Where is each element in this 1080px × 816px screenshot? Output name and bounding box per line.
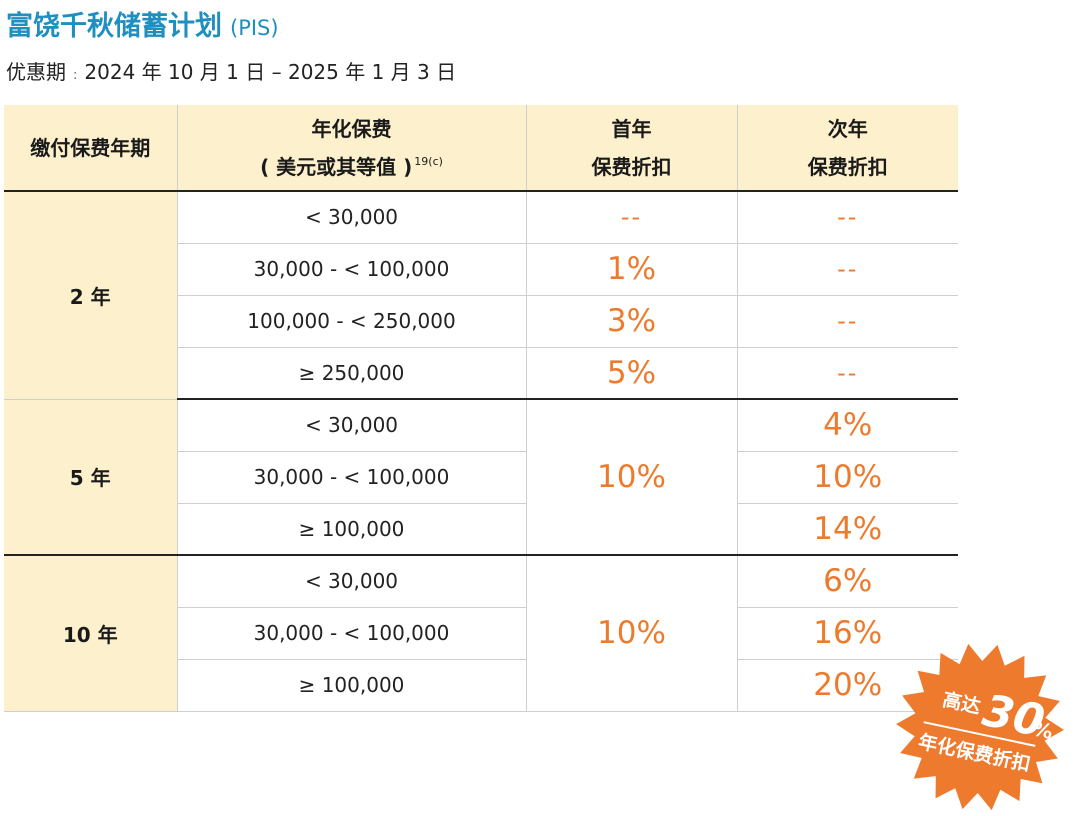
discount-table: 缴付保费年期 年化保费 ( 美元或其等值 ) 19(c) 首年 保费折扣 次年 保费折… [4,105,958,712]
first-year-discount: 5% [525,347,737,400]
term-cell: 10 年 [4,555,177,712]
table-row: 5 年 < 30,000 10% 4% [4,399,958,556]
period-label: 优惠期 [6,60,66,84]
premium-range: ≥ 100,000 [176,659,526,712]
first-year-discount: 3% [525,295,737,348]
table-row: 2 年 < 30,000 -- -- [4,191,958,400]
second-year-discount: -- [736,243,958,296]
first-year-discount: 10% [525,399,737,556]
premium-range: 100,000 - < 250,000 [176,295,526,348]
first-year-discount: 1% [525,243,737,296]
premium-range: 30,000 - < 100,000 [176,243,526,296]
starburst-shape [896,643,1064,811]
plan-code: (PIS) [230,16,279,40]
header-second-year: 次年 保费折扣 [736,105,958,192]
table-row: 100,000 - < 250,000 3% -- [4,295,958,348]
table-row: 10 年 < 30,000 10% 6% [4,555,958,712]
table-row: 30,000 - < 100,000 1% -- [4,243,958,296]
page-title: 富饶千秋储蓄计划 (PIS) [6,4,279,43]
premium-range: < 30,000 [176,399,526,452]
term-cell: 5 年 [4,399,177,556]
second-year-discount: 16% [736,607,958,660]
premium-range: < 30,000 [176,555,526,608]
premium-range: 30,000 - < 100,000 [176,607,526,660]
table-row: ≥ 250,000 5% -- [4,347,958,400]
premium-range: ≥ 250,000 [176,347,526,400]
badge-divider [923,721,1036,747]
second-year-discount: -- [736,295,958,348]
first-year-discount: -- [525,191,737,244]
second-year-discount: 10% [736,451,958,504]
table-row: 30,000 - < 100,000 16% [4,607,958,660]
premium-range: < 30,000 [176,191,526,244]
second-year-discount: 4% [736,399,958,452]
table-row: 30,000 - < 100,000 10% [4,451,958,504]
second-year-discount: 6% [736,555,958,608]
table-header-row: 缴付保费年期 年化保费 ( 美元或其等值 ) 19(c) 首年 保费折扣 次年 保费折… [4,105,958,192]
header-premium-line1: 年化保费 [311,116,392,141]
footnote-ref: 19(c) [414,154,443,168]
second-year-discount: 14% [736,503,958,556]
premium-range: 30,000 - < 100,000 [176,451,526,504]
plan-name: 富饶千秋储蓄计划 [6,11,222,42]
premium-range: ≥ 100,000 [176,503,526,556]
discount-badge: 高达 30 % 年化保费折扣 [880,632,1080,812]
second-year-discount: -- [736,347,958,400]
offer-period: 优惠期:2024 年 10 月 1 日 – 2025 年 1 月 3 日 [6,56,456,85]
header-premium: 年化保费 ( 美元或其等值 ) 19(c) [176,105,526,192]
header-premium-line2: ( 美元或其等值 ) [260,154,413,179]
badge-graphic: 高达 30 % 年化保费折扣 [896,643,1064,811]
table-row: ≥ 100,000 14% [4,503,958,556]
period-value: 2024 年 10 月 1 日 – 2025 年 1 月 3 日 [84,60,457,84]
term-cell: 2 年 [4,191,177,400]
first-year-discount: 10% [525,555,737,712]
badge-unit: % [1030,716,1055,744]
second-year-discount: -- [736,191,958,244]
header-term: 缴付保费年期 [4,105,177,192]
period-separator: : [73,68,78,83]
header-first-year: 首年 保费折扣 [525,105,737,192]
